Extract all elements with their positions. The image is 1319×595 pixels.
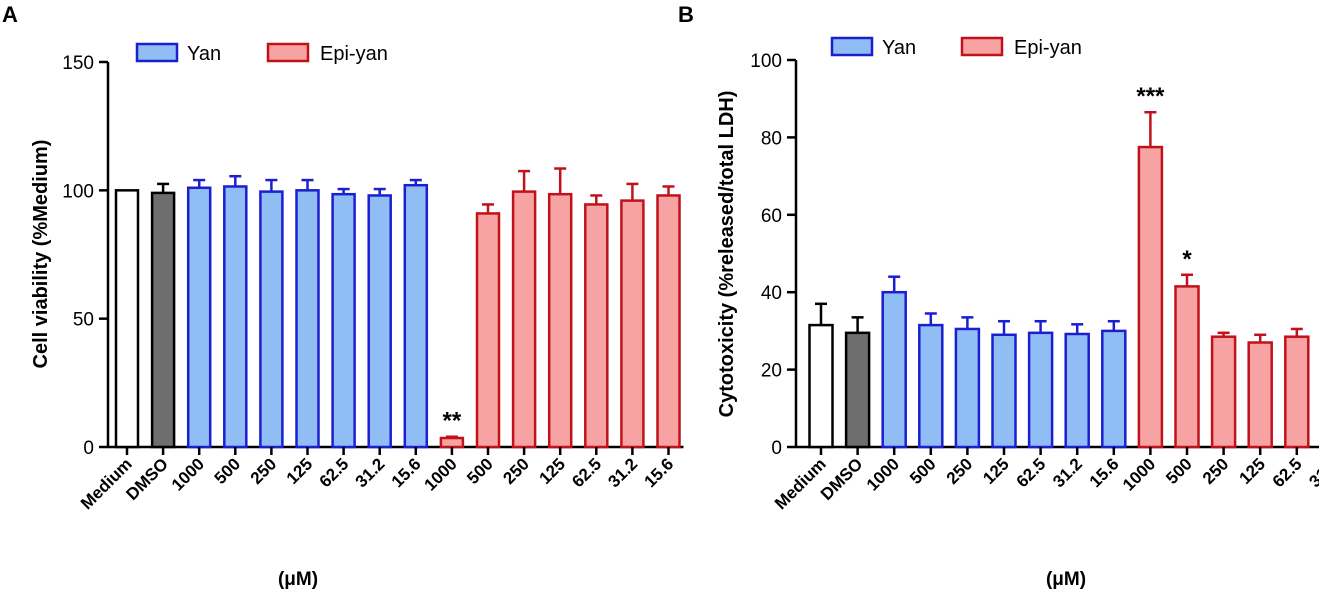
- y-tick-label: 60: [761, 206, 782, 227]
- x-category-label: 31.2: [604, 454, 641, 491]
- panel-b: B Yan Epi-yan Cytotoxicity (%released/to…: [678, 2, 1319, 590]
- bar: [1137, 145, 1164, 449]
- x-category-label: 250: [499, 454, 532, 487]
- x-category-label: 500: [463, 454, 496, 487]
- y-tick-label: 80: [761, 128, 782, 149]
- y-tick-label: 50: [73, 310, 94, 331]
- y-tick-label: 100: [62, 181, 94, 202]
- bar: [186, 186, 212, 449]
- y-tick-label: 0: [771, 438, 782, 459]
- panel-a-y-axis-title: Cell viability (%Medium): [30, 140, 52, 369]
- x-category-label: 1000: [168, 454, 208, 494]
- x-category-label: DMSO: [122, 454, 171, 503]
- bar: [1247, 341, 1273, 449]
- bar: [295, 189, 320, 449]
- bar: [511, 190, 537, 449]
- x-category-label: 15.6: [388, 454, 425, 491]
- bar: [1210, 335, 1237, 449]
- legend-label-yan: Yan: [882, 37, 916, 59]
- x-category-label: 125: [1236, 454, 1269, 487]
- bar: [475, 212, 501, 449]
- legend-swatch-epi-yan: [266, 42, 310, 63]
- panel-a-letter: A: [2, 2, 18, 27]
- bar: [547, 192, 573, 449]
- x-category-label: 31.2: [352, 454, 389, 491]
- bar: [954, 327, 981, 449]
- bar: [331, 192, 356, 449]
- y-tick-label: 40: [761, 283, 782, 304]
- panel-b-letter: B: [678, 2, 694, 27]
- bar: [367, 194, 392, 449]
- bar: [1101, 329, 1127, 449]
- bar: [844, 331, 871, 449]
- panel-b-y-axis-title: Cytotoxicity (%released/total LDH): [716, 91, 738, 418]
- panel-b-x-unit: (μM): [1046, 569, 1086, 590]
- x-category-label: 1000: [863, 454, 903, 494]
- x-category-label: 125: [283, 454, 316, 487]
- significance-label: **: [443, 408, 462, 435]
- x-category-label: 1000: [1119, 454, 1159, 494]
- legend-label-epi-yan: Epi-yan: [1014, 37, 1082, 59]
- y-tick-label: 20: [761, 361, 782, 382]
- panel-b-legend: Yan Epi-yan: [830, 36, 1082, 59]
- legend-label-yan: Yan: [187, 43, 221, 65]
- y-tick-label: 0: [83, 438, 94, 459]
- x-category-label: Medium: [771, 454, 830, 513]
- bar: [1174, 285, 1200, 449]
- x-category-label: 500: [1162, 454, 1195, 487]
- x-category-label: 125: [979, 454, 1012, 487]
- panel-a: A Yan Epi-yan Cell viability (%Medium) (…: [2, 2, 684, 590]
- bar: [881, 290, 907, 449]
- bar: [114, 189, 140, 449]
- legend-swatch-yan: [830, 36, 874, 57]
- x-category-label: 31.2: [1305, 454, 1319, 491]
- bar: [439, 436, 465, 449]
- significance-label: *: [1182, 246, 1192, 273]
- x-category-label: 125: [536, 454, 569, 487]
- bar: [656, 194, 681, 449]
- x-category-label: 1000: [421, 454, 461, 494]
- x-category-label: DMSO: [817, 454, 866, 503]
- y-tick-label: 150: [62, 53, 94, 74]
- legend-swatch-epi-yan: [960, 36, 1004, 57]
- bar: [1027, 331, 1054, 449]
- bar: [1064, 332, 1090, 449]
- legend-swatch-yan: [135, 42, 179, 63]
- x-category-label: 15.6: [640, 454, 677, 491]
- x-category-label: 250: [247, 454, 280, 487]
- bar: [918, 323, 944, 449]
- x-category-label: 31.2: [1049, 454, 1086, 491]
- x-category-label: 62.5: [1013, 454, 1050, 491]
- legend-label-epi-yan: Epi-yan: [320, 43, 388, 65]
- bar: [259, 190, 284, 449]
- bar: [991, 333, 1017, 449]
- panel-a-x-unit: (μM): [278, 569, 318, 590]
- bar: [150, 191, 176, 449]
- x-category-label: 500: [906, 454, 939, 487]
- x-category-label: 62.5: [1269, 454, 1306, 491]
- x-category-label: 250: [1199, 454, 1232, 487]
- bar: [808, 323, 834, 449]
- bar: [223, 185, 248, 449]
- x-category-label: 500: [211, 454, 244, 487]
- x-category-label: 62.5: [568, 454, 605, 491]
- significance-label: ***: [1136, 83, 1165, 110]
- x-category-label: 62.5: [316, 454, 353, 491]
- bar: [1284, 335, 1310, 449]
- x-category-label: 250: [943, 454, 976, 487]
- x-category-label: Medium: [77, 454, 136, 513]
- bar: [403, 183, 429, 449]
- y-tick-label: 100: [750, 51, 782, 72]
- panel-a-legend: Yan Epi-yan: [135, 42, 388, 65]
- bar: [584, 203, 609, 449]
- bar: [620, 199, 645, 449]
- x-category-label: 15.6: [1086, 454, 1123, 491]
